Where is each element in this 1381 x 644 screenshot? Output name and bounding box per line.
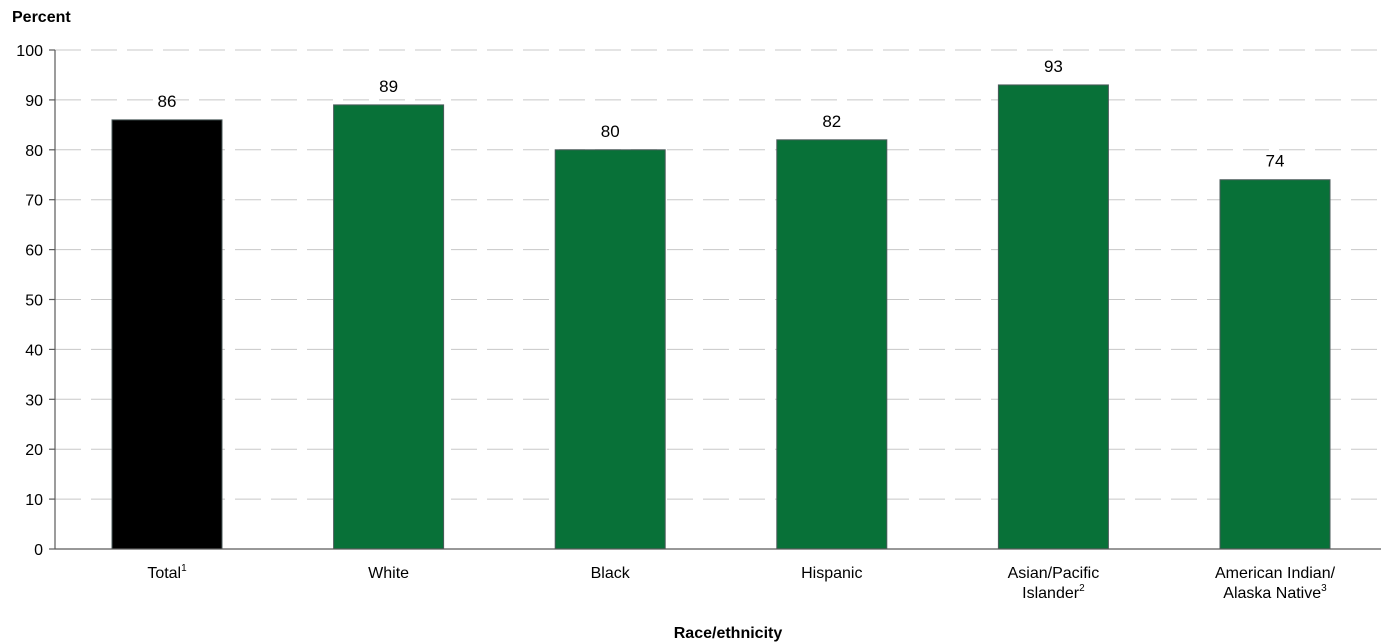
y-axis-title: Percent — [12, 9, 71, 26]
x-tick-label: Hispanic — [801, 565, 862, 582]
bars — [111, 84, 1331, 550]
bar — [1219, 179, 1331, 550]
x-tick-label: Total1 — [147, 563, 187, 582]
x-tick-label-text: Alaska Native — [1223, 585, 1321, 602]
x-axis-title: Race/ethnicity — [674, 625, 783, 642]
y-tick-label: 70 — [25, 193, 43, 210]
gridlines — [55, 49, 1381, 500]
y-tick-label: 50 — [25, 293, 43, 310]
x-tick-label: Black — [591, 565, 631, 582]
bar — [997, 84, 1109, 550]
data-label: 80 — [601, 122, 620, 141]
x-tick-label: Alaska Native3 — [1223, 583, 1327, 602]
data-label: 89 — [379, 77, 398, 96]
y-tick-label: 80 — [25, 143, 43, 160]
x-tick-label: Islander2 — [1022, 583, 1085, 602]
data-label: 82 — [822, 112, 841, 131]
x-tick-label-text: White — [368, 565, 409, 582]
x-tick-label-text: Black — [591, 565, 631, 582]
axes: 0 10 20 30 40 50 60 70 80 90 100 Total1 White Black Hi… — [16, 43, 1381, 602]
footnote-marker: 1 — [181, 563, 187, 574]
bar — [333, 104, 445, 550]
footnote-marker: 3 — [1321, 583, 1327, 594]
y-tick-label: 40 — [25, 342, 43, 359]
y-tick-label: 10 — [25, 492, 43, 509]
y-tick-label: 0 — [34, 542, 43, 559]
bar — [554, 149, 666, 550]
y-tick-label: 100 — [16, 43, 43, 60]
x-tick-label-text: Islander — [1022, 585, 1080, 602]
data-label: 74 — [1266, 152, 1285, 171]
bar — [776, 139, 888, 550]
y-tick-label: 30 — [25, 392, 43, 409]
y-tick-label: 90 — [25, 93, 43, 110]
x-tick-label-text: American Indian/ — [1215, 565, 1336, 582]
y-tick-label: 20 — [25, 442, 43, 459]
bar — [111, 119, 223, 550]
data-label: 86 — [158, 92, 177, 111]
data-label: 93 — [1044, 57, 1063, 76]
data-labels: 86 89 80 82 93 74 — [158, 57, 1285, 171]
footnote-marker: 2 — [1079, 583, 1085, 594]
x-tick-label-text: Asian/Pacific — [1008, 565, 1100, 582]
x-tick-label: Asian/Pacific — [1008, 565, 1100, 582]
x-tick-label: American Indian/ — [1215, 565, 1336, 582]
x-tick-label-text: Hispanic — [801, 565, 862, 582]
x-tick-label-text: Total — [147, 565, 181, 582]
x-tick-label: White — [368, 565, 409, 582]
y-tick-label: 60 — [25, 243, 43, 260]
